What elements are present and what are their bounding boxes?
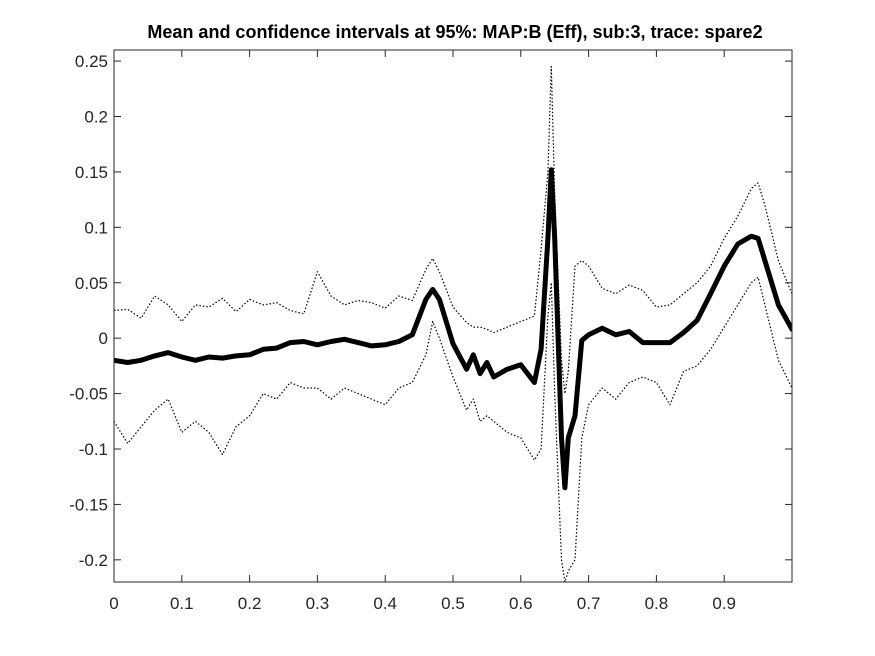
x-tick-label: 0.8 xyxy=(645,594,669,613)
x-tick-label: 0.4 xyxy=(373,594,397,613)
x-tick-label: 0 xyxy=(109,594,118,613)
y-tick-label: -0.2 xyxy=(79,551,108,570)
chart-title: Mean and confidence intervals at 95%: MA… xyxy=(147,22,762,42)
x-tick-label: 0.1 xyxy=(170,594,194,613)
x-tick-label: 0.5 xyxy=(441,594,465,613)
series-line-dotted-lower xyxy=(114,276,792,582)
x-axis: 0 0.1 0.2 0.3 0.4 0.5 0.6 0.7 0.8 0.9 xyxy=(109,50,736,613)
plot-area: 0 0.1 0.2 0.3 0.4 0.5 0.6 0.7 0.8 0.9 0.25 0.2 0.15… xyxy=(69,49,793,613)
x-tick-label: 0.7 xyxy=(577,594,601,613)
y-axis: 0.25 0.2 0.15 0.1 0.05 0 -0.05 -0.1 -0.15 -0.2 xyxy=(69,52,792,570)
y-tick-label: -0.05 xyxy=(69,385,108,404)
y-tick-label: -0.1 xyxy=(79,440,108,459)
x-tick-label: 0.9 xyxy=(712,594,736,613)
axes-box xyxy=(113,49,793,583)
series-layer xyxy=(114,65,792,582)
y-tick-label: 0.15 xyxy=(75,163,108,182)
series-line-thick-solid xyxy=(114,167,792,491)
y-tick-label: 0.2 xyxy=(84,108,108,127)
y-tick-label: 0.1 xyxy=(84,218,108,237)
series-line-dotted-upper xyxy=(114,65,792,395)
y-tick-label: 0 xyxy=(99,329,108,348)
y-tick-label: 0.05 xyxy=(75,274,108,293)
y-tick-label: -0.15 xyxy=(69,495,108,514)
x-tick-label: 0.2 xyxy=(238,594,262,613)
x-tick-label: 0.6 xyxy=(509,594,533,613)
x-tick-label: 0.3 xyxy=(306,594,330,613)
y-tick-label: 0.25 xyxy=(75,52,108,71)
